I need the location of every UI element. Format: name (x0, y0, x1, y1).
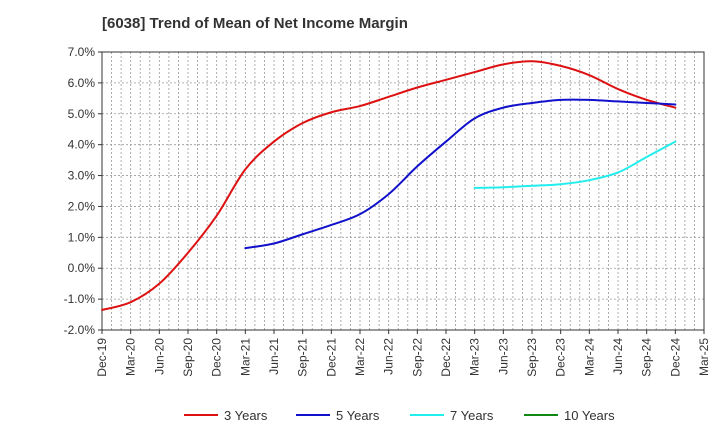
x-tick-label: Sep-20 (181, 338, 195, 377)
x-tick-label: Mar-22 (353, 338, 367, 376)
y-tick-label: 0.0% (68, 261, 96, 275)
legend-label: 7 Years (450, 408, 494, 423)
x-tick-label: Dec-24 (668, 338, 682, 377)
plot-area (102, 52, 704, 330)
y-tick-label: -1.0% (64, 292, 96, 306)
legend-label: 3 Years (224, 408, 268, 423)
x-tick-label: Dec-23 (554, 338, 568, 377)
x-tick-label: Sep-23 (525, 338, 539, 377)
x-tick-label: Sep-22 (410, 338, 424, 377)
y-tick-label: 5.0% (68, 107, 96, 121)
series-line-5-years (244, 98, 677, 250)
x-tick-label: Dec-19 (95, 338, 109, 377)
x-tick-label: Mar-21 (238, 338, 252, 376)
x-tick-label: Mar-25 (697, 338, 711, 376)
y-tick-label: 4.0% (68, 138, 96, 152)
x-tick-label: Jun-24 (611, 338, 625, 375)
y-tick-label: 3.0% (68, 169, 96, 183)
legend-label: 10 Years (564, 408, 615, 423)
series-line-7-years (473, 140, 677, 189)
y-tick-label: 6.0% (68, 76, 96, 90)
x-tick-label: Jun-23 (496, 338, 510, 375)
legend: 3 Years 5 Years 7 Years 10 Years (184, 408, 615, 423)
x-tick-label: Jun-22 (382, 338, 396, 375)
x-tick-label: Dec-22 (439, 338, 453, 377)
x-tick-label: Mar-23 (468, 338, 482, 376)
plot-border (101, 51, 705, 331)
series-line-3-years (101, 60, 677, 311)
series-lines (101, 60, 677, 311)
y-tick-label: -2.0% (64, 323, 96, 337)
x-tick-label: Sep-21 (296, 338, 310, 377)
legend-label: 5 Years (336, 408, 380, 423)
x-tick-label: Sep-24 (640, 338, 654, 377)
x-tick-label: Dec-20 (210, 338, 224, 377)
x-tick-label: Dec-21 (324, 338, 338, 377)
x-tick-label: Jun-20 (152, 338, 166, 375)
x-axis: Dec-19 Mar-20 Jun-20 Sep-20 Dec-20 Mar-21 Jun-… (95, 330, 711, 377)
y-axis: -2.0% -1.0% 0.0% 1.0% 2.0% 3.0% 4.0% 5.0% 6.0% 7.… (64, 45, 102, 337)
chart-title: [6038] Trend of Mean of Net Income Margi… (102, 15, 408, 32)
x-tick-label: Jun-21 (267, 338, 281, 375)
y-tick-label: 2.0% (68, 199, 96, 213)
y-tick-label: 7.0% (68, 45, 96, 59)
y-tick-label: 1.0% (68, 230, 96, 244)
x-tick-label: Mar-24 (582, 338, 596, 376)
x-tick-label: Mar-20 (124, 338, 138, 376)
